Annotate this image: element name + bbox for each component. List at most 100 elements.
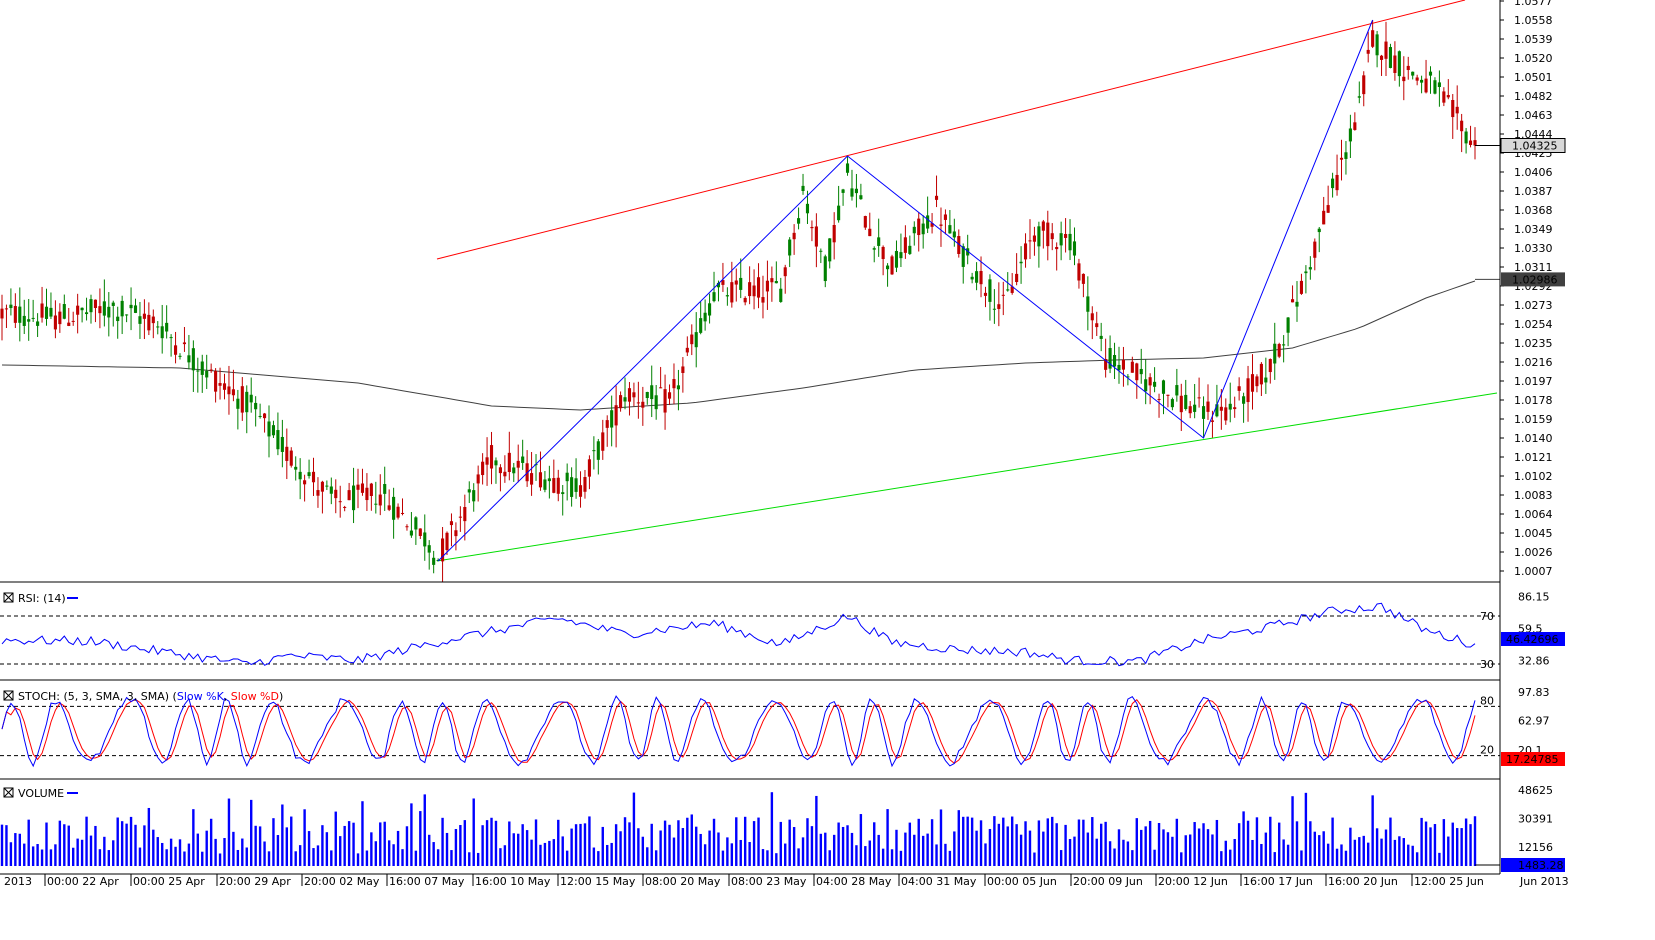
volume-bar [570, 828, 573, 866]
volume-bar [926, 833, 929, 866]
volume-bar [343, 825, 346, 866]
rsi-line [1, 602, 1476, 667]
volume-bar [525, 830, 529, 866]
candle-body [832, 224, 836, 243]
candle-body [44, 306, 49, 319]
candle-body [1468, 140, 1473, 145]
price-y-tick-label: 1.0501 [1514, 71, 1553, 84]
volume-bar [1451, 822, 1454, 866]
volume-bar [463, 820, 467, 866]
volume-bar [873, 822, 876, 866]
candle-body [191, 348, 195, 371]
candle-body [1455, 106, 1459, 114]
volume-bar [1380, 838, 1383, 866]
current-price-box [1500, 138, 1566, 153]
candle-body [570, 477, 574, 497]
candle-body [1335, 174, 1339, 191]
volume-bar [1153, 849, 1156, 866]
stoch-y-tick-label: 97.83 [1518, 686, 1550, 699]
volume-bar [579, 823, 582, 866]
volume-bar [1059, 850, 1063, 866]
candle-body [845, 163, 850, 173]
volume-bar [1277, 822, 1281, 866]
volume-bar [352, 822, 355, 866]
volume-bar [1313, 831, 1316, 866]
panel-title-part: RSI: (14) [18, 592, 66, 605]
candle-body [1264, 377, 1268, 383]
price-y-tick-label: 1.0216 [1514, 356, 1553, 369]
candle-body [467, 489, 471, 493]
volume-bar [712, 818, 716, 866]
volume-bar [1326, 843, 1330, 866]
candle-body [209, 369, 213, 371]
candle-body [414, 517, 418, 530]
candle-body [503, 471, 507, 477]
volume-bar [1220, 851, 1223, 866]
volume-bar [63, 824, 66, 866]
price-y-tick-label: 1.0102 [1514, 470, 1553, 483]
stoch-level-label: 80 [1480, 694, 1494, 707]
x-axis-label: 16:00 10 May [475, 875, 551, 888]
candle-body [792, 232, 796, 240]
candle-body [347, 490, 351, 501]
candle-body [182, 342, 187, 345]
volume-bar [1233, 838, 1236, 866]
candle-body [1019, 261, 1023, 264]
candle-body [1290, 299, 1295, 303]
volume-bar [619, 831, 622, 866]
candle-body [672, 378, 676, 389]
volume-bar [272, 818, 275, 866]
volume-bar [1046, 818, 1049, 866]
candle-body [1273, 343, 1277, 364]
candle-body [418, 528, 422, 536]
candle-body [1166, 394, 1170, 396]
candle-body [325, 485, 329, 487]
volume-bar [1042, 831, 1045, 866]
candle-body [1215, 404, 1219, 417]
volume-bar [196, 833, 200, 866]
volume-bar [214, 838, 217, 866]
volume-bar [312, 848, 315, 866]
x-axis-label: 12:00 25 Jun [1414, 875, 1484, 888]
volume-bar [49, 849, 53, 866]
candle-body [783, 267, 787, 277]
candle-body [84, 312, 89, 315]
volume-bar [1344, 850, 1348, 866]
price-y-tick-label: 1.0178 [1514, 394, 1553, 407]
volume-bar [1037, 820, 1041, 866]
candle-body [1420, 79, 1424, 83]
candle-body [1059, 233, 1063, 246]
candle-body [685, 347, 689, 353]
price-y-tick-label: 1.0045 [1514, 527, 1553, 540]
ma-price-label: 1.02986 [1512, 273, 1558, 286]
volume-bar [129, 816, 133, 866]
volume-bar [45, 822, 48, 866]
volume-bar [423, 794, 426, 866]
candle-body [187, 355, 191, 363]
candle-body [1121, 359, 1125, 370]
volume-bar [953, 831, 956, 866]
candle-body [1433, 80, 1437, 94]
candle-body [614, 405, 618, 426]
candle-body [498, 467, 502, 474]
volume-bar [717, 832, 720, 866]
volume-bar [1024, 821, 1027, 866]
volume-bar [908, 822, 912, 866]
candle-body [1023, 243, 1028, 260]
volume-bar [1051, 816, 1054, 866]
lower-channel-line [436, 392, 1498, 562]
volume-bar [432, 842, 435, 866]
candle-body [667, 392, 672, 399]
candle-body [1210, 420, 1214, 422]
candle-body [694, 332, 698, 348]
candle-body [441, 538, 445, 562]
candle-body [71, 320, 75, 322]
volume-y-tick-label: 30391 [1518, 812, 1553, 825]
candle-body [641, 401, 645, 408]
candle-body [494, 460, 498, 466]
volume-bar [241, 838, 244, 866]
candle-body [992, 308, 996, 310]
candle-body [1255, 376, 1259, 387]
